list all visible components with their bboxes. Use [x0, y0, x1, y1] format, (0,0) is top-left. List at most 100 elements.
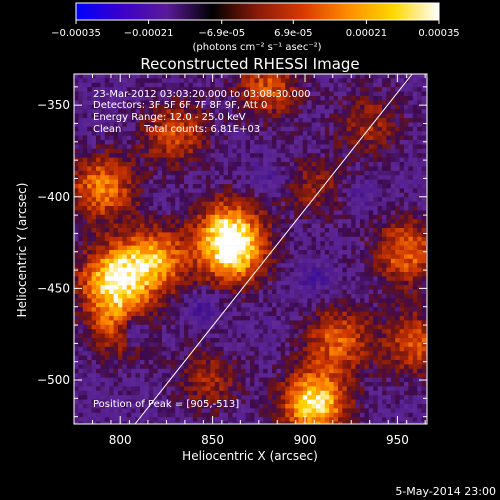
heatmap-cell: [254, 302, 260, 308]
heatmap-cell: [109, 298, 114, 304]
heatmap-cell: [206, 96, 211, 101]
heatmap-cell: [324, 104, 330, 110]
heatmap-cell: [294, 170, 299, 176]
heatmap-cell: [320, 153, 326, 158]
heatmap-cell: [320, 329, 326, 334]
heatmap-cell: [324, 184, 330, 189]
heatmap-cell: [289, 285, 295, 290]
heatmap-cell: [254, 153, 260, 158]
heatmap-cell: [373, 184, 378, 189]
heatmap-cell: [311, 285, 317, 290]
heatmap-cell: [241, 100, 246, 106]
heatmap-cell: [91, 298, 97, 304]
heatmap-cell: [412, 166, 418, 172]
heatmap-cell: [197, 188, 202, 194]
heatmap-cell: [122, 91, 128, 97]
heatmap-cell: [368, 206, 374, 211]
heatmap-cell: [311, 280, 317, 286]
heatmap-cell: [307, 320, 312, 326]
heatmap-cell: [74, 250, 79, 255]
heatmap-cell: [104, 157, 110, 163]
heatmap-cell: [192, 333, 198, 339]
heatmap-cell: [74, 298, 79, 304]
heatmap-cell: [250, 82, 255, 88]
heatmap-cell: [126, 197, 132, 202]
heatmap-cell: [78, 113, 84, 119]
heatmap-cell: [404, 135, 409, 141]
heatmap-cell: [241, 294, 246, 299]
heatmap-cell: [100, 214, 106, 220]
heatmap-cell: [100, 307, 106, 312]
heatmap-cell: [346, 302, 352, 308]
heatmap-cell: [232, 210, 238, 216]
heatmap-cell: [351, 162, 356, 167]
heatmap-cell: [324, 153, 330, 158]
heatmap-cell: [223, 148, 229, 154]
heatmap-cell: [267, 197, 273, 202]
heatmap-cell: [346, 210, 352, 216]
heatmap-cell: [197, 82, 202, 88]
heatmap-cell: [382, 148, 387, 154]
heatmap-cell: [140, 109, 145, 114]
heatmap-cell: [131, 170, 136, 176]
heatmap-cell: [113, 245, 119, 251]
heatmap-cell: [395, 179, 400, 185]
heatmap-cell: [184, 263, 189, 268]
heatmap-cell: [78, 100, 84, 106]
heatmap-cell: [368, 87, 374, 92]
heatmap-cell: [175, 223, 180, 229]
heatmap-cell: [223, 245, 229, 251]
heatmap-cell: [320, 272, 326, 277]
heatmap-cell: [302, 254, 308, 260]
heatmap-cell: [197, 250, 202, 255]
heatmap-cell: [280, 96, 286, 101]
heatmap-cell: [377, 320, 383, 326]
heatmap-cell: [241, 263, 246, 268]
heatmap-cell: [254, 210, 260, 216]
heatmap-cell: [263, 109, 268, 114]
heatmap-cell: [346, 104, 352, 110]
heatmap-cell: [342, 272, 348, 277]
heatmap-cell: [96, 324, 101, 330]
heatmap-cell: [338, 294, 343, 299]
heatmap-cell: [175, 126, 180, 132]
heatmap-cell: [368, 232, 374, 238]
heatmap-cell: [74, 254, 79, 260]
heatmap-cell: [140, 285, 145, 290]
heatmap-cell: [104, 210, 110, 216]
heatmap-cell: [144, 298, 150, 304]
heatmap-cell: [421, 294, 427, 299]
heatmap-cell: [250, 280, 255, 286]
heatmap-cell: [302, 131, 308, 136]
heatmap-cell: [263, 126, 268, 132]
heatmap-cell: [131, 78, 136, 84]
heatmap-cell: [197, 232, 202, 238]
heatmap-cell: [179, 210, 185, 216]
heatmap-cell: [329, 219, 334, 224]
heatmap-cell: [153, 188, 158, 194]
heatmap-cell: [382, 320, 387, 326]
heatmap-cell: [162, 342, 167, 348]
heatmap-cell: [100, 118, 106, 123]
heatmap-cell: [236, 210, 242, 216]
heatmap-cell: [153, 184, 158, 189]
heatmap-cell: [214, 285, 220, 290]
heatmap-cell: [373, 223, 378, 229]
heatmap-cell: [412, 294, 418, 299]
heatmap-cell: [258, 144, 264, 150]
heatmap-cell: [184, 329, 189, 334]
heatmap-cell: [276, 206, 282, 211]
heatmap-cell: [144, 74, 150, 79]
heatmap-cell: [294, 333, 299, 339]
heatmap-cell: [131, 285, 136, 290]
heatmap-cell: [188, 320, 194, 326]
heatmap-cell: [412, 285, 418, 290]
heatmap-cell: [245, 74, 251, 79]
heatmap-cell: [144, 122, 150, 128]
heatmap-cell: [390, 228, 396, 233]
heatmap-cell: [91, 329, 97, 334]
heatmap-cell: [96, 144, 101, 150]
heatmap-cell: [258, 162, 264, 167]
heatmap-cell: [153, 109, 158, 114]
heatmap-cell: [377, 74, 383, 79]
